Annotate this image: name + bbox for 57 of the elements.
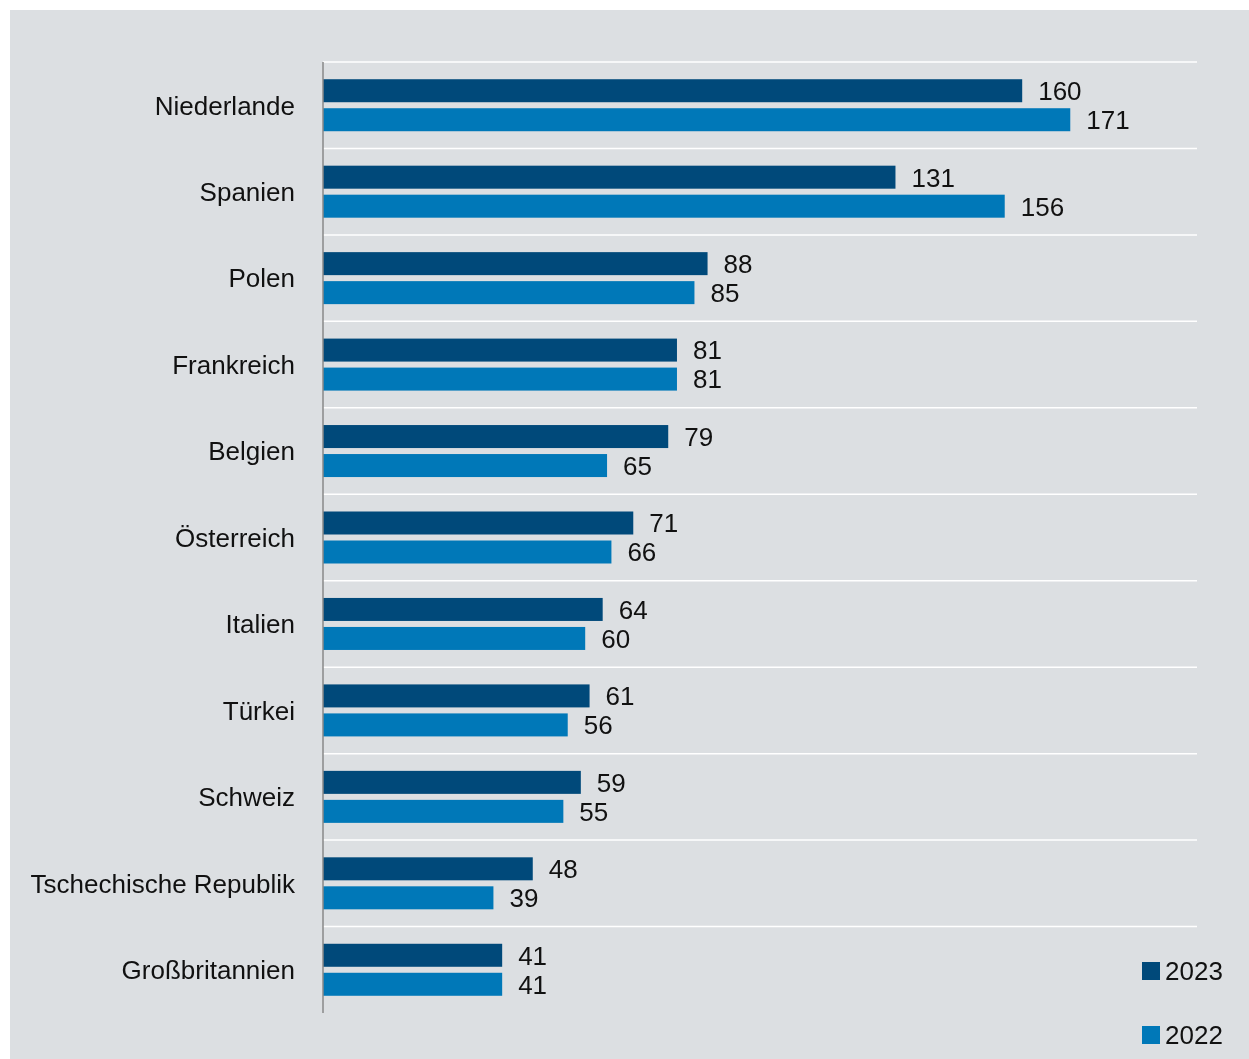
bar [323, 252, 708, 276]
y-tick-label: Niederlande [154, 90, 295, 121]
data-label: 81 [692, 364, 722, 395]
bar [323, 454, 608, 478]
data-label: 60 [601, 623, 631, 654]
data-label: 39 [509, 883, 539, 914]
y-tick-label: Großbritannien [121, 955, 295, 986]
bar [323, 713, 568, 737]
data-label: 171 [1086, 105, 1130, 136]
data-label: 61 [605, 681, 635, 712]
y-tick-label: Frankreich [172, 349, 295, 380]
data-label: 79 [684, 421, 714, 452]
bar [323, 943, 503, 967]
y-tick-label: Belgien [208, 436, 295, 467]
y-tick-label: Österreich [175, 522, 295, 553]
bar [323, 79, 1023, 103]
bar [323, 799, 564, 823]
bar [323, 425, 669, 449]
data-label: 59 [596, 767, 626, 798]
data-label: 160 [1038, 76, 1082, 107]
y-tick-label: Italien [225, 609, 295, 640]
data-label: 64 [618, 594, 648, 625]
data-label: 41 [518, 969, 548, 1000]
bar [323, 770, 581, 794]
y-tick-label: Schweiz [198, 782, 295, 813]
bar [323, 684, 590, 708]
legend-label: 2023 [1165, 956, 1223, 987]
data-label: 56 [583, 710, 613, 741]
bar [323, 857, 533, 881]
bar [323, 886, 494, 910]
bar [323, 626, 586, 650]
bar [323, 338, 677, 362]
data-label: 81 [692, 335, 722, 366]
legend-label: 2022 [1165, 1020, 1223, 1051]
data-label: 65 [623, 450, 652, 481]
data-label: 66 [627, 537, 657, 568]
bar [323, 972, 503, 996]
bar [323, 108, 1071, 132]
data-label: 85 [710, 278, 740, 308]
bar [323, 281, 695, 305]
y-tick-label: Spanien [199, 177, 295, 208]
bar [323, 165, 896, 189]
data-label: 55 [579, 796, 609, 827]
data-label: 48 [548, 854, 578, 885]
y-tick-label: Türkei [222, 695, 295, 726]
data-label: 71 [649, 508, 679, 539]
data-label: 156 [1020, 191, 1065, 222]
bar [323, 367, 677, 391]
bar [323, 540, 612, 564]
y-tick-label: Tschechische Republik [30, 868, 296, 899]
data-label: 41 [518, 940, 548, 971]
data-label: 88 [723, 249, 753, 279]
y-tick-label: Polen [228, 263, 295, 294]
data-label: 131 [911, 162, 955, 193]
bar [323, 194, 1005, 218]
bar [323, 597, 603, 621]
bar [323, 511, 634, 535]
